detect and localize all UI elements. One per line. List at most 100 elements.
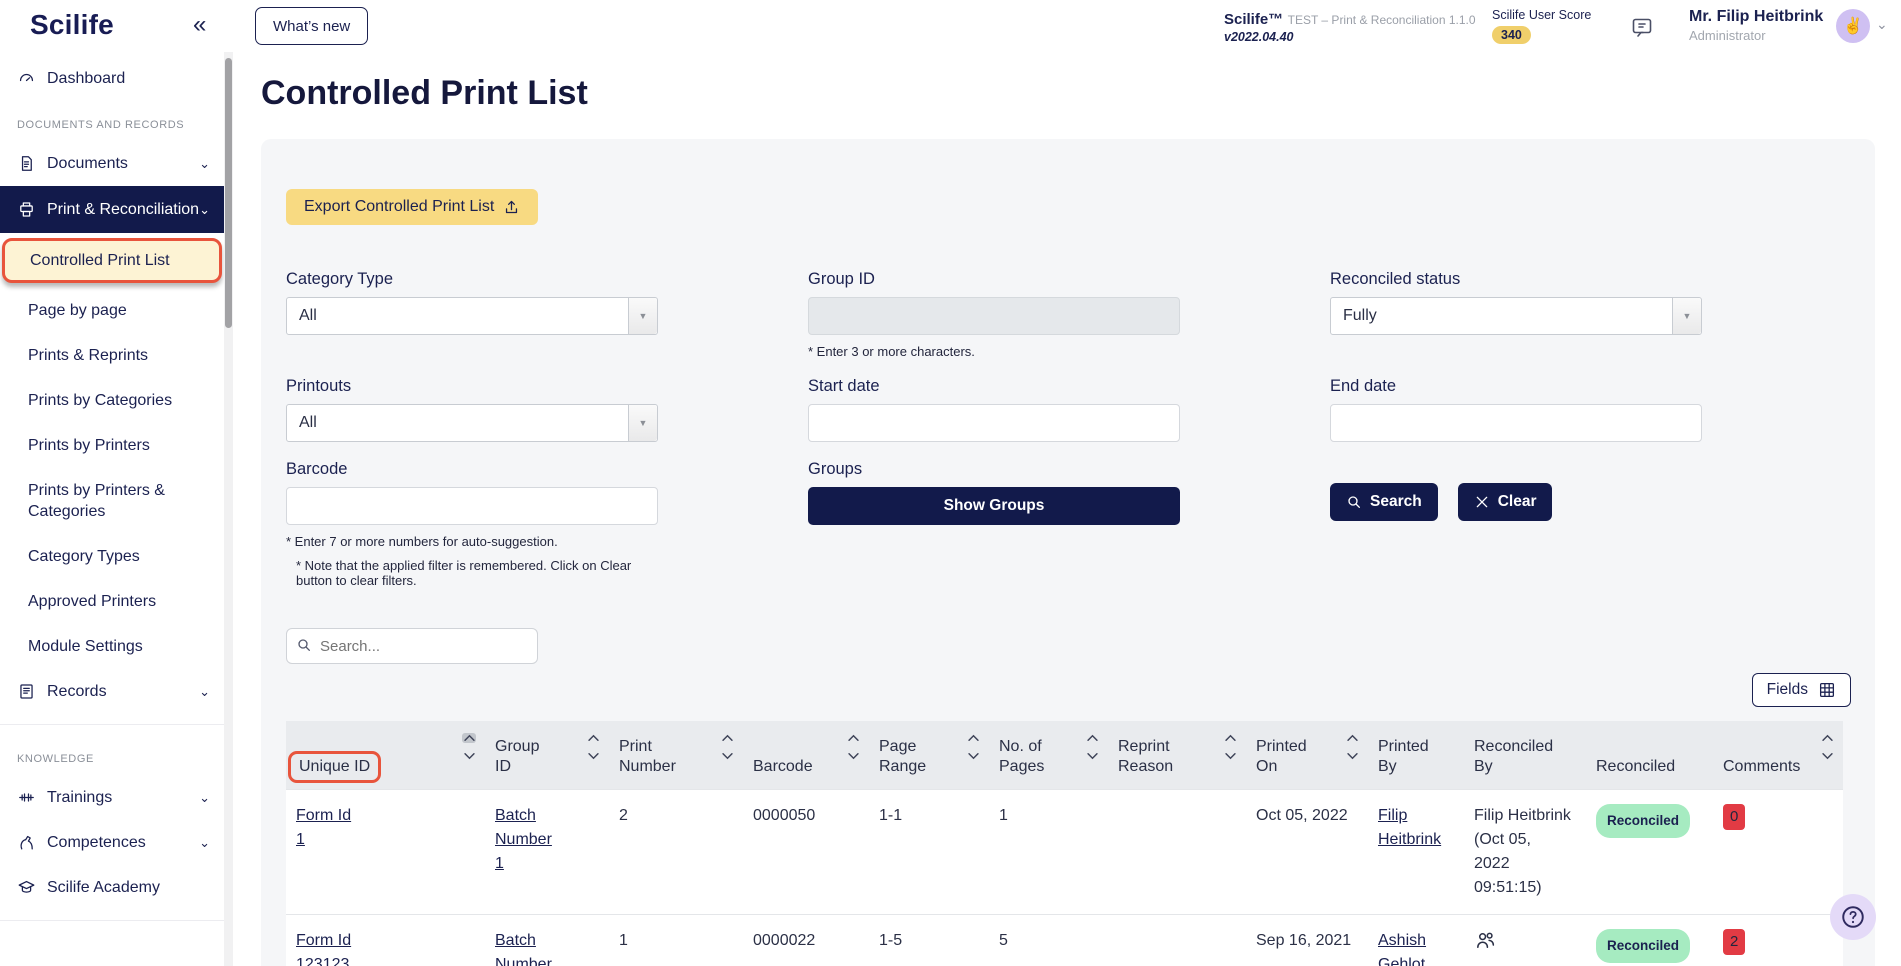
- sort-asc-icon[interactable]: [1085, 733, 1099, 743]
- sort-desc-icon[interactable]: [966, 751, 980, 761]
- scrollbar-thumb[interactable]: [225, 58, 232, 328]
- column-header-group-id[interactable]: Group ID: [485, 721, 609, 789]
- group-id-link[interactable]: Batch Number 1: [495, 806, 552, 872]
- user-name: Mr. Filip Heitbrink: [1689, 8, 1824, 25]
- column-header-pages[interactable]: No. of Pages: [989, 721, 1108, 789]
- fields-button-label: Fields: [1766, 681, 1808, 698]
- search-button-label: Search: [1370, 493, 1422, 510]
- sort-asc-icon[interactable]: [462, 733, 476, 743]
- sort-controls: [1085, 733, 1099, 761]
- cell-reconciled: Reconciled: [1586, 913, 1713, 966]
- sidebar-item-documents[interactable]: Documents ⌄: [0, 141, 224, 186]
- records-icon: [17, 682, 37, 702]
- search-clear-row: Search Clear: [1330, 460, 1702, 588]
- cell-text: 1-5: [879, 931, 903, 949]
- column-header-printed-on[interactable]: Printed On: [1246, 721, 1368, 789]
- sidebar-item-prints-and-reprints[interactable]: Prints & Reprints: [0, 333, 224, 378]
- sort-controls: [586, 733, 600, 761]
- sidebar-item-label: Controlled Print List: [30, 252, 170, 269]
- column-label: Printed On: [1256, 737, 1307, 775]
- group-id-link[interactable]: Batch Number 124124124: [495, 931, 552, 966]
- select-arrow-icon[interactable]: ▼: [628, 405, 657, 441]
- column-header-page-range[interactable]: Page Range: [869, 721, 989, 789]
- cell-page-range: 1-5: [869, 913, 989, 966]
- unique-id-link[interactable]: Form Id 123123: [296, 931, 352, 966]
- sort-desc-icon[interactable]: [1820, 751, 1834, 761]
- feedback-icon[interactable]: [1630, 15, 1654, 44]
- export-button-label: Export Controlled Print List: [304, 198, 495, 215]
- sort-asc-icon[interactable]: [1345, 733, 1359, 743]
- table-search-input[interactable]: [286, 628, 538, 664]
- user-menu-chevron-down-icon[interactable]: ⌄: [1876, 16, 1888, 32]
- sidebar-item-records[interactable]: Records ⌄: [0, 669, 224, 714]
- search-button[interactable]: Search: [1330, 483, 1438, 521]
- barcode-input[interactable]: [286, 487, 658, 525]
- column-header-reprint-reason[interactable]: Reprint Reason: [1108, 721, 1246, 789]
- avatar[interactable]: ✌: [1836, 9, 1870, 43]
- fields-button[interactable]: Fields: [1751, 673, 1851, 707]
- sidebar-item-label: Category Types: [28, 548, 140, 565]
- sidebar-item-dashboard[interactable]: Dashboard: [0, 56, 224, 101]
- comments-badge: 2: [1723, 928, 1746, 955]
- select-arrow-icon[interactable]: ▼: [628, 298, 657, 334]
- category-type-select[interactable]: All ▼: [286, 297, 658, 335]
- cell-reconciled: Reconciled: [1586, 788, 1713, 914]
- sort-desc-icon[interactable]: [846, 751, 860, 761]
- column-header-print-number[interactable]: Print Number: [609, 721, 743, 789]
- sidebar-item-page-by-page[interactable]: Page by page: [0, 288, 224, 333]
- sort-asc-icon[interactable]: [586, 733, 600, 743]
- printouts-select[interactable]: All ▼: [286, 404, 658, 442]
- sort-asc-icon[interactable]: [720, 733, 734, 743]
- sidebar-item-scilife-academy[interactable]: Scilife Academy: [0, 865, 224, 910]
- sort-desc-icon[interactable]: [720, 751, 734, 761]
- sidebar-section-documents-and-records: DOCUMENTS AND RECORDS: [17, 119, 185, 131]
- printed-by-link[interactable]: Filip Heitbrink: [1378, 806, 1442, 848]
- sidebar-item-prints-by-printers-and-categories[interactable]: Prints by Printers & Categories: [0, 468, 224, 534]
- column-header-barcode[interactable]: Barcode: [743, 721, 869, 789]
- sort-asc-icon[interactable]: [846, 733, 860, 743]
- whats-new-button[interactable]: What’s new: [255, 7, 369, 45]
- unique-id-link[interactable]: Form Id 1: [296, 806, 352, 848]
- start-date-input[interactable]: [808, 404, 1180, 442]
- group-id-input[interactable]: [808, 297, 1180, 335]
- sidebar-item-module-settings[interactable]: Module Settings: [0, 624, 224, 669]
- user-block[interactable]: Mr. Filip Heitbrink Administrator: [1689, 7, 1823, 45]
- sidebar-item-category-types[interactable]: Category Types: [0, 534, 224, 579]
- column-header-comments[interactable]: Comments: [1713, 721, 1843, 789]
- printed-by-link[interactable]: Ashish Gehlot: [1378, 931, 1427, 966]
- sidebar-item-approved-printers[interactable]: Approved Printers: [0, 579, 224, 624]
- grid-icon: [1819, 682, 1835, 698]
- cell-page-range: 1-1: [869, 788, 989, 914]
- reconciled-status-select[interactable]: Fully ▼: [1330, 297, 1702, 335]
- sidebar-item-controlled-print-list[interactable]: Controlled Print List: [2, 238, 222, 283]
- sidebar-collapse-icon[interactable]: «: [193, 11, 207, 38]
- sort-controls: [1345, 733, 1359, 761]
- column-header-unique-id[interactable]: Unique ID: [286, 721, 485, 789]
- clear-button[interactable]: Clear: [1457, 483, 1553, 521]
- select-arrow-icon[interactable]: ▼: [1672, 298, 1701, 334]
- sidebar-nav: Dashboard DOCUMENTS AND RECORDS Documents ⌄…: [0, 52, 224, 966]
- sort-desc-icon[interactable]: [1223, 751, 1237, 761]
- sidebar-item-competences[interactable]: Competences ⌄: [0, 820, 224, 865]
- show-groups-button[interactable]: Show Groups: [808, 487, 1180, 525]
- sidebar-item-trainings[interactable]: Trainings ⌄: [0, 775, 224, 820]
- sidebar-scrollbar[interactable]: [224, 52, 233, 966]
- reconciled-badge: Reconciled: [1596, 928, 1691, 963]
- sidebar-item-label: Prints by Categories: [28, 392, 173, 409]
- sort-asc-icon[interactable]: [1223, 733, 1237, 743]
- export-controlled-print-list-button[interactable]: Export Controlled Print List: [286, 189, 539, 225]
- sidebar-item-prints-by-printers[interactable]: Prints by Printers: [0, 423, 224, 468]
- sort-asc-icon[interactable]: [966, 733, 980, 743]
- sidebar-item-print-and-reconciliation[interactable]: Print & Reconciliation ⌄: [0, 186, 224, 233]
- cell-text: Filip Heitbrink (Oct 05, 2022 09:51:15): [1474, 806, 1571, 896]
- sidebar-item-prints-by-categories[interactable]: Prints by Categories: [0, 378, 224, 423]
- end-date-input[interactable]: [1330, 404, 1702, 442]
- sort-asc-icon[interactable]: [1820, 733, 1834, 743]
- cell-unique-id: Form Id 123123: [286, 913, 485, 966]
- sort-desc-icon[interactable]: [1345, 751, 1359, 761]
- sort-desc-icon[interactable]: [462, 751, 476, 761]
- help-button[interactable]: [1830, 894, 1876, 940]
- sort-desc-icon[interactable]: [586, 751, 600, 761]
- sort-desc-icon[interactable]: [1085, 751, 1099, 761]
- cell-print-number: 1: [609, 913, 743, 966]
